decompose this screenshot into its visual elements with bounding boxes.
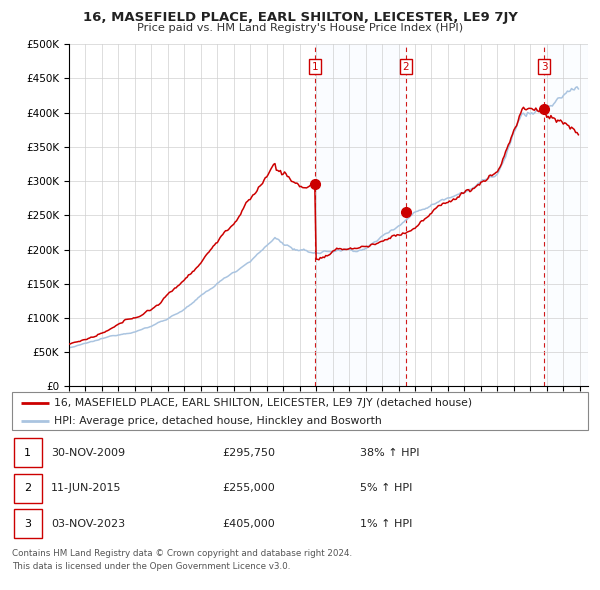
Text: 1: 1 [24,448,31,458]
Text: 30-NOV-2009: 30-NOV-2009 [51,448,125,458]
Text: £405,000: £405,000 [222,519,275,529]
Text: Price paid vs. HM Land Registry's House Price Index (HPI): Price paid vs. HM Land Registry's House … [137,23,463,33]
Text: 1: 1 [311,62,318,72]
Text: 2: 2 [24,483,31,493]
Text: 3: 3 [24,519,31,529]
FancyBboxPatch shape [14,474,41,503]
Text: 2: 2 [403,62,409,72]
Text: 38% ↑ HPI: 38% ↑ HPI [360,448,419,458]
Bar [315,44,406,386]
Text: £255,000: £255,000 [222,483,275,493]
Text: 16, MASEFIELD PLACE, EARL SHILTON, LEICESTER, LE9 7JY (detached house): 16, MASEFIELD PLACE, EARL SHILTON, LEICE… [54,398,472,408]
FancyBboxPatch shape [12,392,588,430]
Text: 11-JUN-2015: 11-JUN-2015 [51,483,121,493]
Text: 5% ↑ HPI: 5% ↑ HPI [360,483,412,493]
FancyBboxPatch shape [14,509,41,538]
Text: £295,750: £295,750 [222,448,275,458]
Text: 16, MASEFIELD PLACE, EARL SHILTON, LEICESTER, LE9 7JY: 16, MASEFIELD PLACE, EARL SHILTON, LEICE… [83,11,517,24]
Bar [544,44,588,386]
Text: HPI: Average price, detached house, Hinckley and Bosworth: HPI: Average price, detached house, Hinc… [54,417,382,427]
Text: 03-NOV-2023: 03-NOV-2023 [51,519,125,529]
Text: 3: 3 [541,62,547,72]
Text: This data is licensed under the Open Government Licence v3.0.: This data is licensed under the Open Gov… [12,562,290,571]
Text: Contains HM Land Registry data © Crown copyright and database right 2024.: Contains HM Land Registry data © Crown c… [12,549,352,558]
Text: 1% ↑ HPI: 1% ↑ HPI [360,519,412,529]
FancyBboxPatch shape [14,438,41,467]
